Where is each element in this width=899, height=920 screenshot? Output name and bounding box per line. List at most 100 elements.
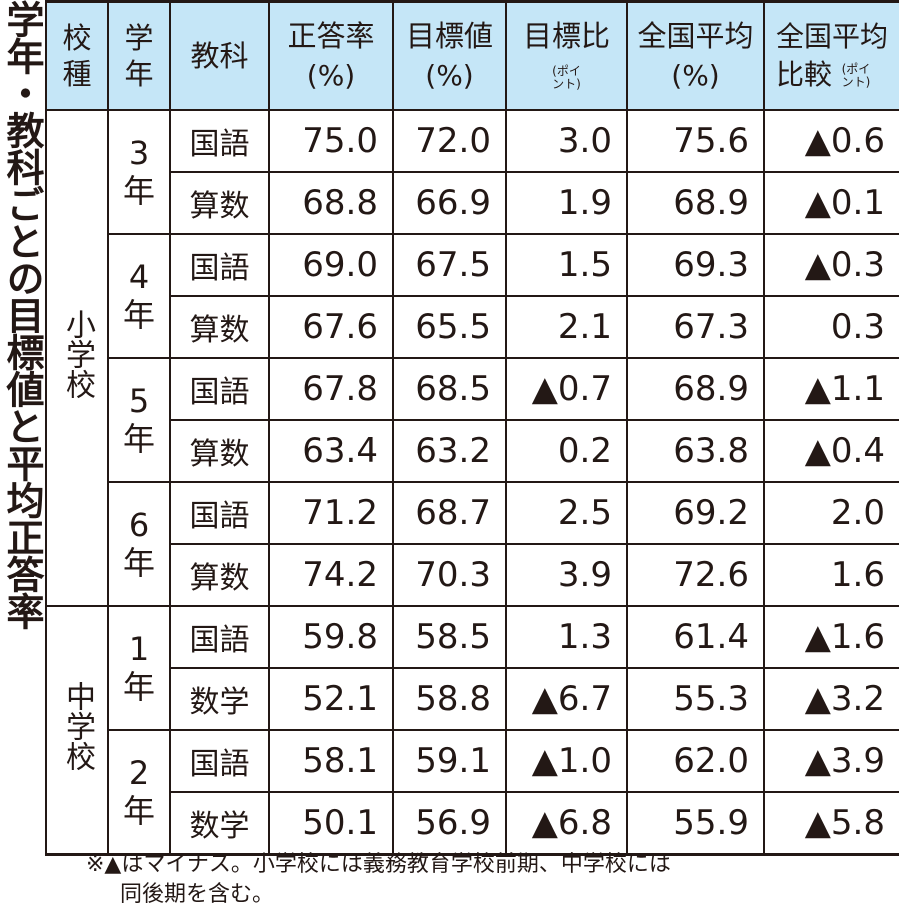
target-cell: 72.0 — [392, 109, 507, 173]
header-national-avg: 全国平均 (%) — [626, 0, 765, 111]
table-row: 6年 国語 71.2 68.7 2.5 69.2 2.0 — [46, 481, 899, 607]
national-diff-cell: ▲0.3 — [763, 233, 899, 297]
subject-cell: 算数 — [169, 543, 270, 607]
grade-cell: 4年 — [107, 233, 171, 359]
grade-label: 3年 — [123, 134, 156, 210]
subject-cell: 数学 — [169, 791, 270, 856]
subject-cell: 国語 — [169, 233, 270, 297]
target-diff-cell: ▲6.8 — [505, 791, 628, 856]
target-diff-cell: 2.5 — [505, 481, 628, 545]
school-type-label: 小学校 — [60, 308, 95, 399]
national-avg-cell: 72.6 — [626, 543, 765, 607]
table-row: 4年 国語 69.0 67.5 1.5 69.3 ▲0.3 — [46, 233, 899, 359]
national-diff-cell: ▲0.1 — [763, 171, 899, 235]
national-diff-cell: ▲1.1 — [763, 357, 899, 421]
target-diff-cell: ▲0.7 — [505, 357, 628, 421]
target-diff-cell: 0.2 — [505, 419, 628, 483]
national-diff-cell: ▲0.4 — [763, 419, 899, 483]
header-target: 目標値 (%) — [392, 0, 507, 111]
table-row: 算数 68.8 66.9 1.9 68.9 ▲0.1 — [46, 171, 899, 235]
target-cell: 70.3 — [392, 543, 507, 607]
national-diff-cell: 2.0 — [763, 481, 899, 545]
national-avg-cell: 68.9 — [626, 171, 765, 235]
target-cell: 65.5 — [392, 295, 507, 359]
school-type-label: 中学校 — [60, 680, 95, 771]
footnote-line-2: 同後期を含む。 — [120, 882, 275, 907]
subject-cell: 算数 — [169, 419, 270, 483]
table-row: 中学校 1年 国語 59.8 58.5 1.3 61.4 ▲1.6 — [45, 605, 899, 856]
target-cell: 68.5 — [392, 357, 507, 421]
grade-label: 4年 — [123, 258, 156, 334]
header-correct-rate: 正答率 (%) — [268, 0, 394, 111]
subject-cell: 数学 — [169, 667, 270, 731]
national-avg-cell: 68.9 — [626, 357, 765, 421]
national-diff-cell: ▲3.2 — [763, 667, 899, 731]
header-row: 校種 学年 教科 正答率 (%) 目標値 (%) 目標比 (ポイント) 全国平均 (%)… — [45, 0, 899, 111]
subject-cell: 国語 — [169, 109, 270, 173]
national-diff-cell: 0.3 — [763, 295, 899, 359]
national-avg-cell: 61.4 — [626, 605, 765, 669]
subject-cell: 国語 — [169, 357, 270, 421]
correct-rate-cell: 67.8 — [268, 357, 394, 421]
correct-rate-cell: 69.0 — [268, 233, 394, 297]
correct-rate-cell: 50.1 — [268, 791, 394, 856]
grade-label: 2年 — [123, 754, 156, 830]
national-diff-cell: 1.6 — [763, 543, 899, 607]
subject-cell: 国語 — [169, 605, 270, 669]
correct-rate-cell: 52.1 — [268, 667, 394, 731]
footnote-line-1: ※▲はマイナス。小学校には義務教育学校前期、中学校には — [86, 852, 671, 877]
target-cell: 58.8 — [392, 667, 507, 731]
header-target-diff: 目標比 (ポイント) — [505, 0, 628, 111]
target-cell: 68.7 — [392, 481, 507, 545]
target-diff-cell: 3.0 — [505, 109, 628, 173]
target-cell: 58.5 — [392, 605, 507, 669]
header-national-diff: 全国平均比較 (ポイント) — [763, 0, 899, 111]
correct-rate-cell: 59.8 — [268, 605, 394, 669]
subject-cell: 算数 — [169, 171, 270, 235]
grade-cell: 2年 — [107, 729, 171, 856]
national-avg-cell: 75.6 — [626, 109, 765, 173]
target-cell: 56.9 — [392, 791, 507, 856]
footnote: ※▲はマイナス。小学校には義務教育学校前期、中学校には 同後期を含む。 — [86, 850, 671, 910]
target-diff-cell: 1.5 — [505, 233, 628, 297]
header-subject: 教科 — [169, 0, 270, 111]
target-cell: 63.2 — [392, 419, 507, 483]
grade-cell: 1年 — [107, 605, 171, 731]
table-row: 算数 67.6 65.5 2.1 67.3 0.3 — [46, 295, 899, 359]
national-avg-cell: 69.2 — [626, 481, 765, 545]
target-diff-cell: ▲6.7 — [505, 667, 628, 731]
table-row: 2年 国語 58.1 59.1 ▲1.0 62.0 ▲3.9 — [46, 729, 899, 856]
header-school-type: 校種 — [45, 0, 109, 111]
national-diff-cell: ▲3.9 — [763, 729, 899, 793]
national-diff-cell: ▲0.6 — [763, 109, 899, 173]
table-row: 算数 63.4 63.2 0.2 63.8 ▲0.4 — [46, 419, 899, 483]
national-avg-cell: 55.9 — [626, 791, 765, 856]
table-row: 5年 国語 67.8 68.5 ▲0.7 68.9 ▲1.1 — [46, 357, 899, 483]
correct-rate-cell: 58.1 — [268, 729, 394, 793]
national-avg-cell: 67.3 — [626, 295, 765, 359]
correct-rate-cell: 63.4 — [268, 419, 394, 483]
correct-rate-cell: 71.2 — [268, 481, 394, 545]
target-cell: 66.9 — [392, 171, 507, 235]
table-row: 算数 74.2 70.3 3.9 72.6 1.6 — [46, 543, 899, 607]
target-diff-cell: 2.1 — [505, 295, 628, 359]
subject-cell: 国語 — [169, 481, 270, 545]
correct-rate-cell: 75.0 — [268, 109, 394, 173]
target-diff-cell: 1.3 — [505, 605, 628, 669]
grade-label: 6年 — [123, 506, 156, 582]
target-diff-cell: 1.9 — [505, 171, 628, 235]
target-cell: 59.1 — [392, 729, 507, 793]
grade-label: 5年 — [123, 382, 156, 458]
table-title: 学年・教科ごとの目標値と平均正答率 — [0, 0, 44, 629]
subject-cell: 国語 — [169, 729, 270, 793]
grade-label: 1年 — [123, 630, 156, 706]
subject-cell: 算数 — [169, 295, 270, 359]
school-type-cell: 小学校 — [45, 109, 109, 607]
national-avg-cell: 63.8 — [626, 419, 765, 483]
table-row: 小学校 3年 国語 75.0 72.0 3.0 75.6 ▲0.6 — [45, 109, 899, 607]
table-row: 数学 50.1 56.9 ▲6.8 55.9 ▲5.8 — [46, 791, 899, 856]
national-diff-cell: ▲5.8 — [763, 791, 899, 856]
target-diff-cell: ▲1.0 — [505, 729, 628, 793]
grade-cell: 3年 — [107, 109, 171, 235]
national-diff-cell: ▲1.6 — [763, 605, 899, 669]
